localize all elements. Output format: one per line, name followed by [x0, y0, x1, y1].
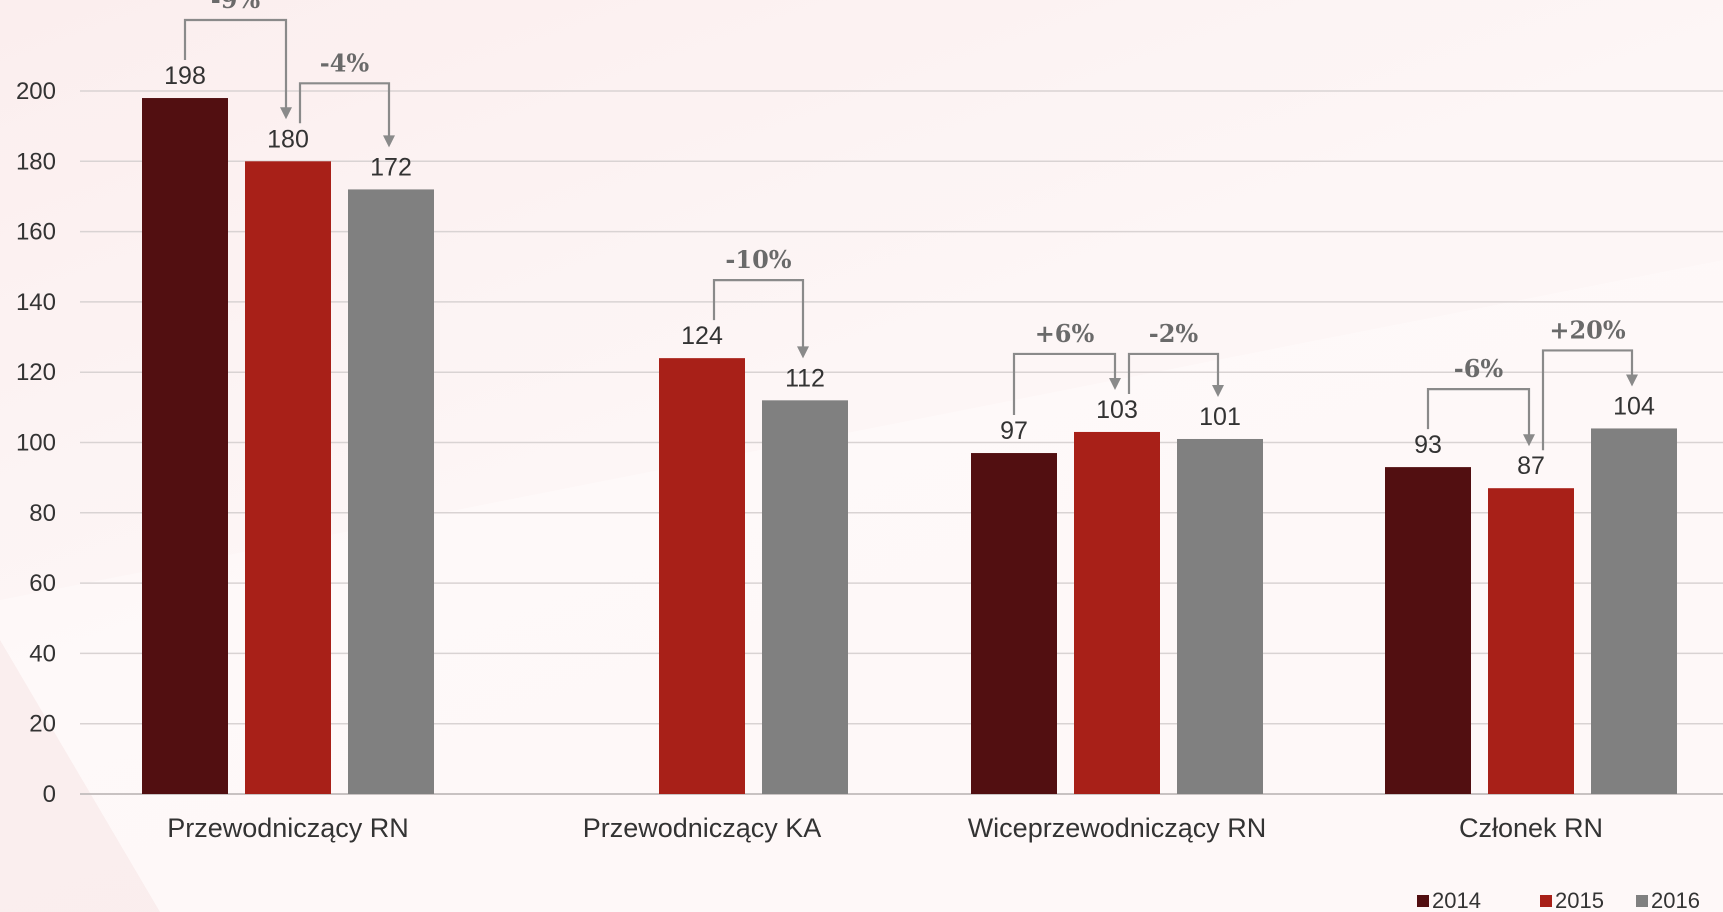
change-label-3: +6%: [1035, 319, 1095, 348]
change-label-2: -10%: [725, 245, 791, 274]
change-label-1: -4%: [320, 48, 370, 77]
legend: 2014 2015 2016: [1417, 888, 1700, 912]
y-tick-label-180: 180: [16, 148, 56, 175]
y-tick-label-60: 60: [29, 570, 56, 597]
data-label-2015-2: 103: [1096, 396, 1138, 424]
data-label-2014-0: 198: [164, 62, 206, 90]
y-tick-label-160: 160: [16, 219, 56, 246]
bar-2014-0: [142, 98, 228, 794]
y-axis-ticks: 0 20 40 60 80 100 120 140 160 180 200: [16, 78, 56, 808]
change-arrow-icon-0: [280, 107, 292, 120]
bar-2016-1: [762, 400, 848, 794]
change-annotations: -9% -4% -10% +6% -2% -6% +20%: [183, 0, 1638, 451]
change-label-0: -9%: [211, 0, 261, 14]
bar-2015-0: [245, 161, 331, 795]
legend-swatch-2014: [1417, 895, 1429, 907]
change-bracket-4: [1127, 352, 1220, 394]
bar-2016-3: [1591, 428, 1677, 794]
legend-swatch-2015: [1540, 895, 1552, 907]
change-arrow-icon-4: [1212, 384, 1224, 397]
change-label-6: +20%: [1549, 315, 1626, 344]
change-arrow-icon-3: [1109, 377, 1121, 390]
change-annotation-2: -10%: [712, 245, 809, 359]
data-labels: 198 97 93 180 124 103 87 172 112 101 104: [164, 62, 1655, 480]
change-bracket-5: [1426, 388, 1531, 437]
change-bracket-0: [183, 18, 288, 110]
bar-2014-3: [1385, 467, 1471, 794]
bar-2014-2: [971, 453, 1057, 794]
y-tick-label-40: 40: [29, 640, 56, 667]
change-bracket-3: [1012, 352, 1117, 416]
change-annotation-1: -4%: [298, 48, 395, 148]
data-label-2016-1: 112: [785, 364, 825, 392]
y-tick-label-200: 200: [16, 78, 56, 105]
bar-2015-3: [1488, 488, 1574, 794]
data-label-2015-1: 124: [681, 322, 723, 350]
legend-label-2015: 2015: [1555, 888, 1604, 912]
change-label-4: -2%: [1149, 319, 1199, 348]
change-annotation-5: -6%: [1426, 354, 1535, 447]
data-label-2014-2: 97: [1000, 417, 1028, 445]
category-label-1: Przewodniczący KA: [583, 813, 822, 843]
data-label-2014-3: 93: [1414, 431, 1442, 459]
change-label-5: -6%: [1454, 354, 1504, 383]
y-tick-label-80: 80: [29, 500, 56, 527]
bar-2015-2: [1074, 431, 1160, 794]
category-label-3: Członek RN: [1459, 813, 1603, 843]
data-label-2016-0: 172: [370, 153, 412, 181]
change-annotation-6: +20%: [1541, 315, 1638, 451]
bar-2016-2: [1177, 438, 1263, 794]
data-label-2016-2: 101: [1199, 403, 1241, 431]
legend-swatch-2016: [1636, 895, 1648, 907]
y-tick-label-20: 20: [29, 711, 56, 738]
change-arrow-icon-6: [1626, 374, 1638, 387]
legend-label-2016: 2016: [1651, 888, 1700, 912]
bars: [142, 98, 1677, 795]
data-label-2015-3: 87: [1517, 452, 1545, 480]
bar-2016-0: [348, 189, 434, 795]
change-bracket-1: [298, 82, 391, 138]
change-annotation-4: -2%: [1127, 319, 1224, 397]
category-label-0: Przewodniczący RN: [167, 813, 409, 843]
change-annotation-0: -9%: [183, 0, 292, 120]
category-labels: Przewodniczący RN Przewodniczący KA Wicepr…: [167, 813, 1603, 843]
y-tick-label-0: 0: [43, 781, 56, 808]
change-arrow-icon-1: [383, 135, 395, 148]
data-label-2016-3: 104: [1613, 392, 1655, 420]
y-tick-label-140: 140: [16, 289, 56, 316]
change-arrow-icon-5: [1523, 434, 1535, 447]
change-bracket-6: [1541, 349, 1634, 451]
y-tick-label-100: 100: [16, 430, 56, 457]
category-label-2: Wiceprzewodniczący RN: [968, 813, 1267, 843]
legend-label-2014: 2014: [1432, 888, 1481, 912]
y-tick-label-120: 120: [16, 359, 56, 386]
bar-2015-1: [659, 358, 745, 794]
change-bracket-2: [712, 279, 805, 349]
change-annotation-3: +6%: [1012, 319, 1121, 416]
data-label-2015-0: 180: [267, 125, 309, 153]
change-arrow-icon-2: [797, 346, 809, 359]
